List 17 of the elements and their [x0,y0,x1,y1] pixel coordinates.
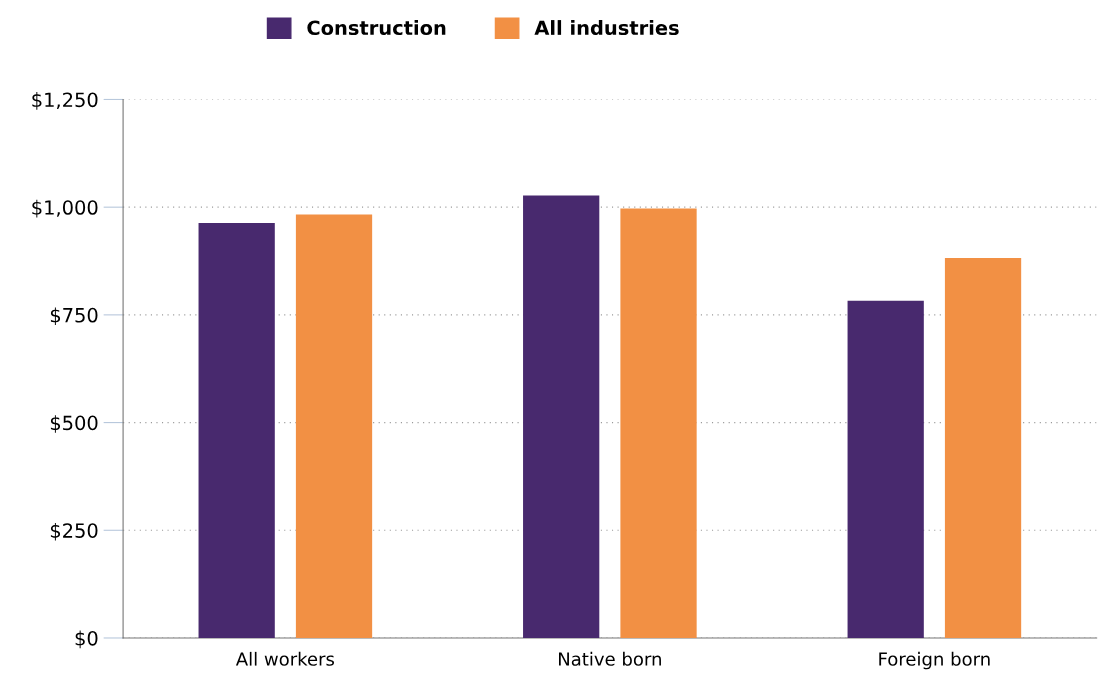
x-tick-label: All workers [235,651,335,666]
bar [944,258,1022,638]
legend-label: All industries [534,20,679,36]
legend-label: Construction [307,20,446,36]
y-tick-label: $1,000 [32,199,98,218]
y-tick-label: $1,250 [32,92,98,110]
y-tick-label: $0 [75,630,98,649]
x-tick-label: Foreign born [879,651,990,670]
bar [198,223,275,638]
y-tick-label: $500 [50,415,98,433]
x-tick-label: Native born [559,651,661,666]
bar [847,300,924,638]
bar [620,208,697,638]
bar [523,195,600,638]
bar [295,214,373,638]
y-tick-label: $750 [50,307,98,326]
y-tick-label: $250 [50,522,98,541]
